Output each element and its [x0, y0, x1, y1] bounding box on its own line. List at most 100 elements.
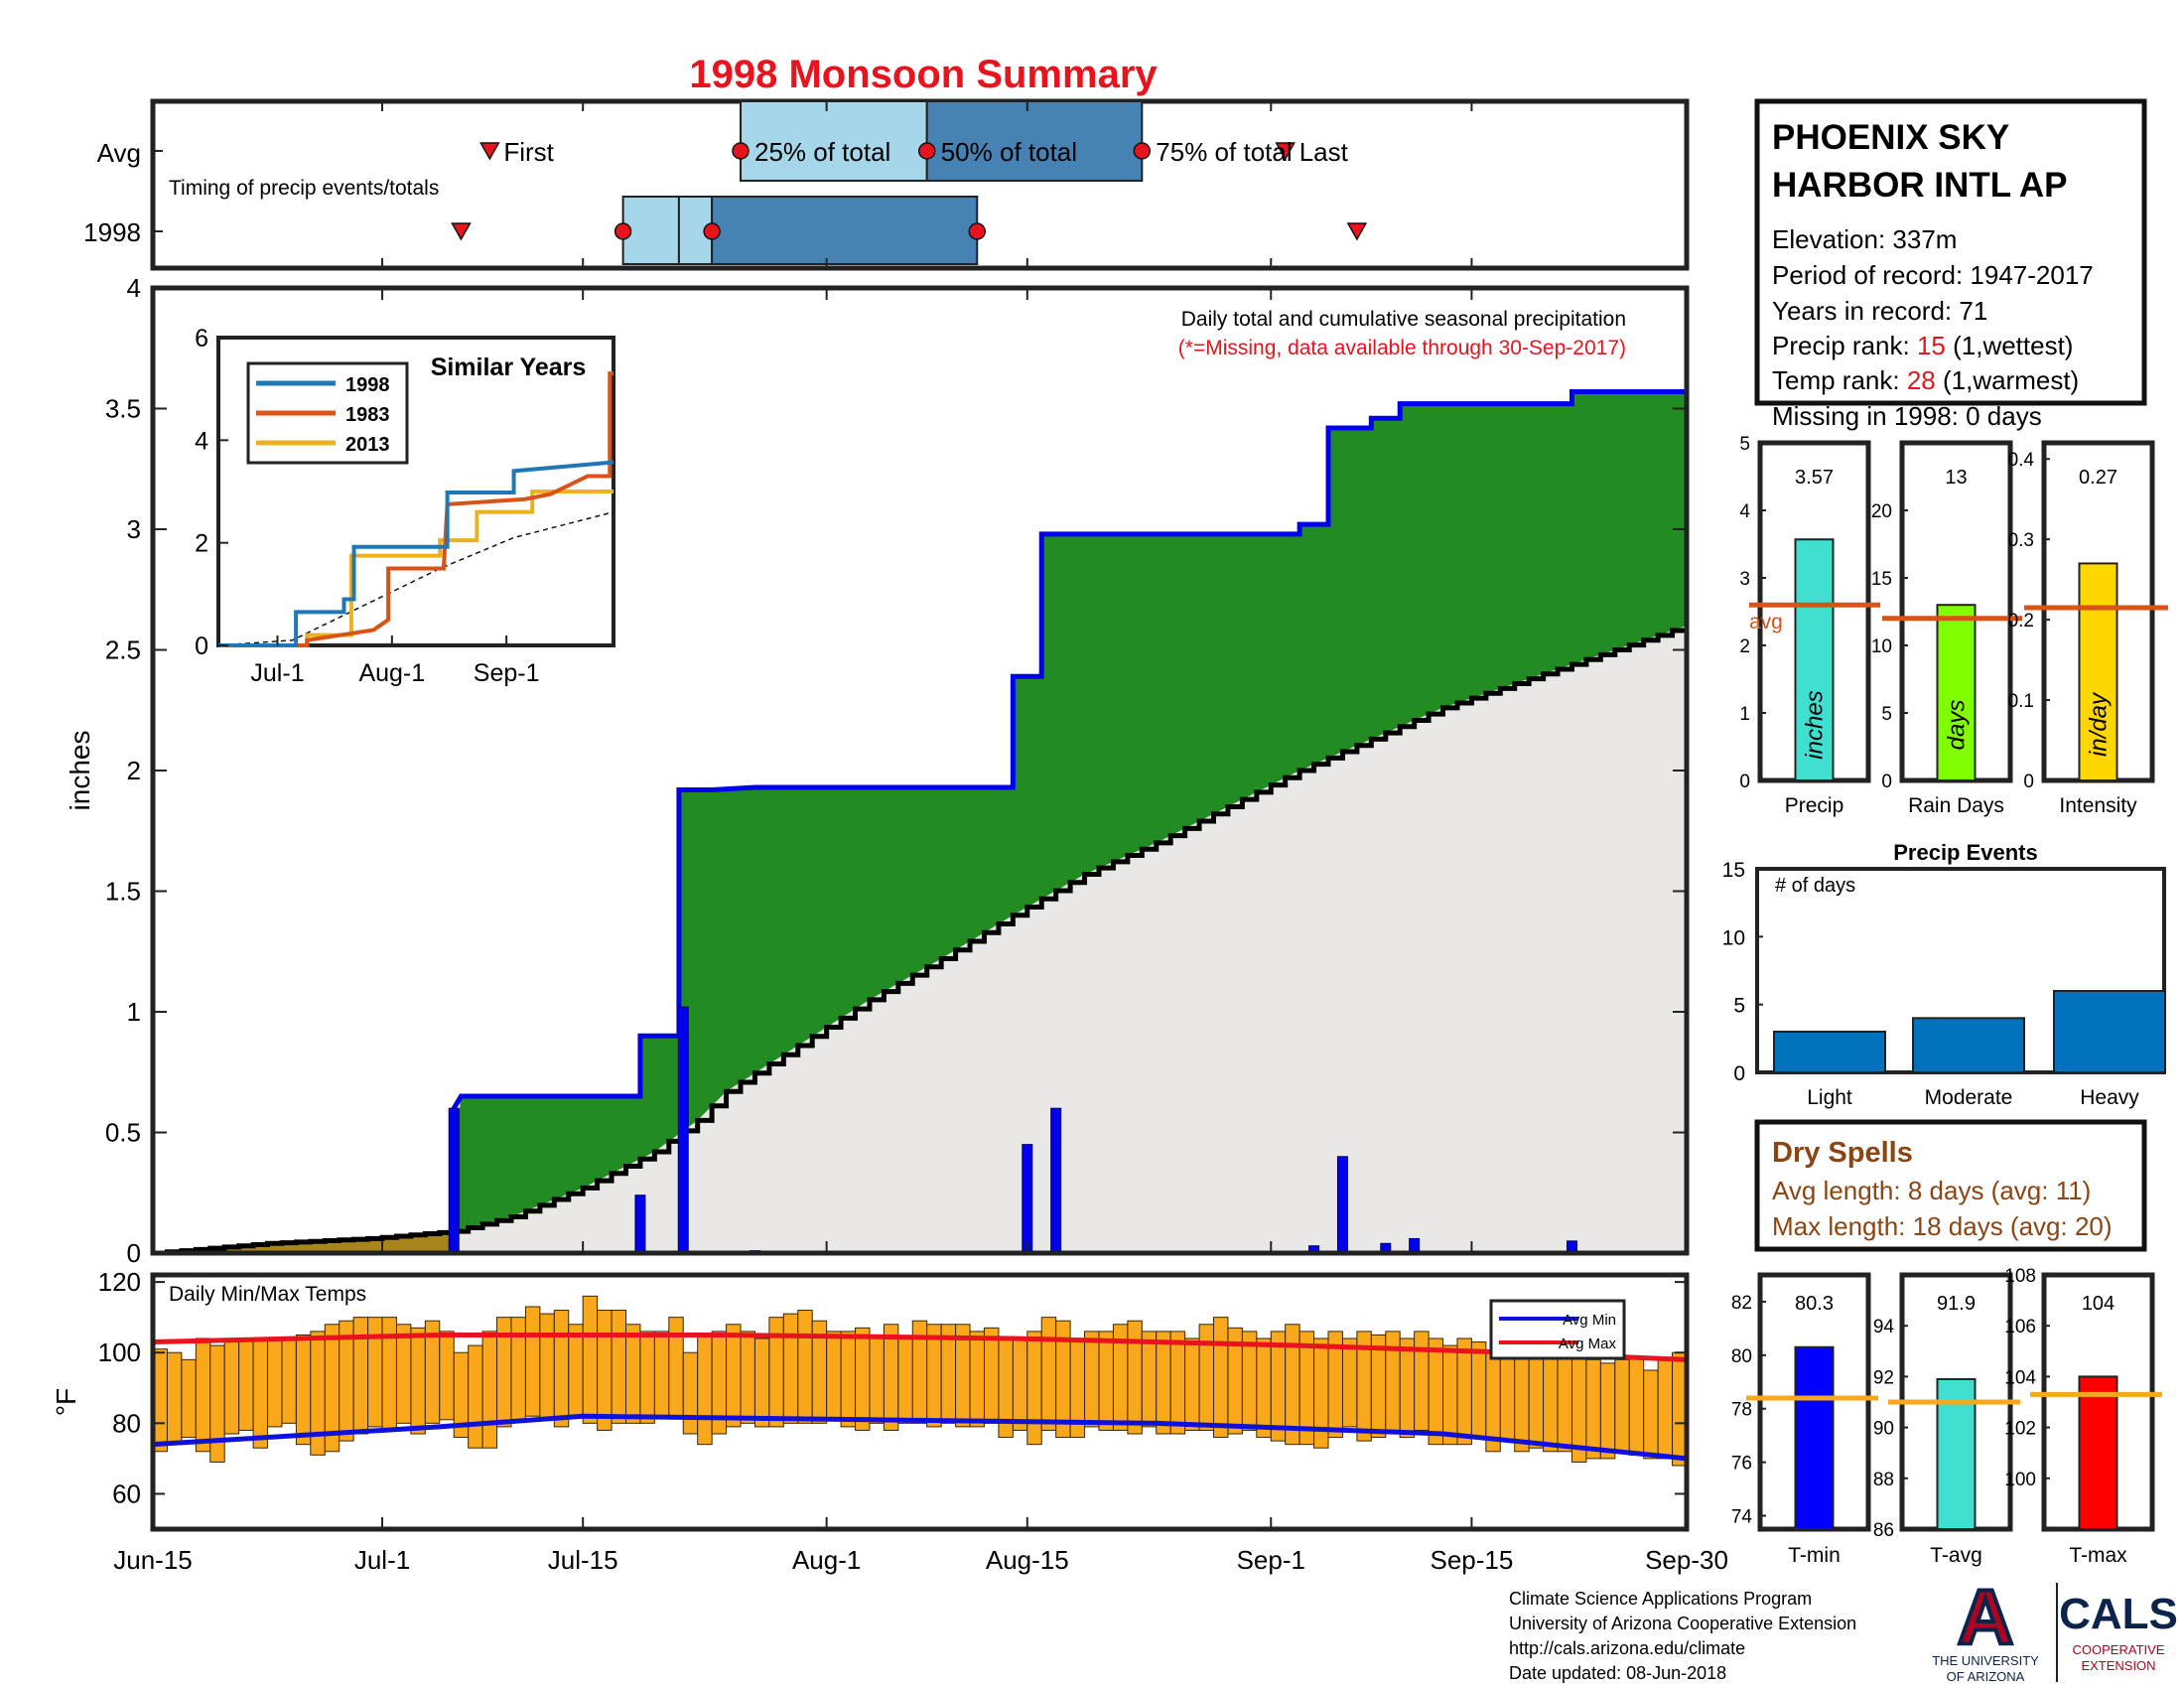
summary-ytick-label-2-4: 0.4	[2008, 450, 2035, 471]
temp-bar-32	[611, 1310, 626, 1424]
precip-summary-2: 0.27 in/day Intensity 0 0.1 0.2 0.3 0.4	[2008, 440, 2168, 817]
precip-ytick-label-0: 0	[127, 1238, 141, 1268]
footer-line2: University of Arizona Cooperative Extens…	[1509, 1614, 1856, 1633]
footer-credits: Climate Science Applications Program Uni…	[1509, 1589, 1856, 1683]
summary-ytick-label-0-3: 3	[1739, 569, 1750, 590]
events-category-0: Light	[1807, 1086, 1852, 1109]
temp-legend-box	[1489, 1299, 1626, 1360]
cals-sub-line1: COOPERATIVE	[2073, 1642, 2165, 1657]
temp-summary-bar-0	[1794, 1345, 1835, 1531]
summary-ytick-label-1-2: 10	[1871, 636, 1892, 657]
temp-y-ticks: 60 80 100 120	[98, 1267, 1687, 1508]
temp-ytick-label-2: 100	[98, 1337, 141, 1367]
precip-summary-0: 3.57 inches Precip 0 1 2 3 4 5	[1739, 434, 1880, 817]
dry-spells-avg: Avg length: 8 days (avg: 11)	[1772, 1176, 2091, 1205]
university-logo: A THE UNIVERSITY OF ARIZONA CALS COOPERA…	[1932, 1571, 2178, 1684]
temp-bar-62	[1040, 1317, 1057, 1431]
timing-note: Timing of precip events/totals	[169, 177, 439, 200]
temp-bar-8	[267, 1337, 283, 1428]
temp-bar-88	[1414, 1331, 1430, 1431]
temp-bar-22	[468, 1344, 483, 1449]
temp-bar-4	[209, 1344, 225, 1463]
avg-p25-label: 25% of total	[754, 137, 890, 167]
x-tick-label-1: Jul-1	[354, 1545, 410, 1575]
ua-block-a-icon: A	[1958, 1573, 2013, 1660]
summary-ytick-label-0-2: 2	[1739, 636, 1750, 657]
temp-bar-103	[1628, 1355, 1645, 1456]
temp-bar-71	[1169, 1331, 1186, 1435]
temp-bar-100	[1585, 1358, 1601, 1460]
x-tick-label-7: Sep-30	[1645, 1545, 1728, 1575]
avg-last-marker	[1275, 142, 1296, 161]
summary-ytick-label-1-0: 0	[1881, 772, 1892, 792]
temp-bar-1	[166, 1351, 183, 1446]
y1998-p50-marker	[703, 222, 721, 240]
temp-summary-ytick-label-1-4: 94	[1873, 1317, 1895, 1337]
timing-marks: First 25% of total 50% of total 75% of tota…	[152, 100, 1688, 268]
temp-summary-ytick-label-0-0: 74	[1731, 1507, 1753, 1528]
daily-precip-bar-4	[1022, 1144, 1033, 1254]
events-bar-2	[2053, 990, 2166, 1073]
station-missing: Missing in 1998: 0 days	[1772, 401, 2042, 431]
temp-bar-69	[1141, 1331, 1158, 1428]
events-ytick-label-1: 5	[1733, 995, 1745, 1018]
summary-ytick-label-0-1: 1	[1739, 704, 1750, 725]
avg-box-50-75	[925, 100, 1144, 182]
legend-label-avg-min: Avg Min	[1563, 1312, 1616, 1329]
temp-bar-49	[855, 1327, 871, 1431]
temp-summary-2: 104 T-max 100 102 104 106 108	[2004, 1266, 2162, 1567]
y1998-box-light	[621, 196, 680, 265]
station-info-box: PHOENIX SKY HARBOR INTL AP Elevation: 33…	[1754, 98, 2147, 431]
temp-bar-98	[1557, 1351, 1572, 1453]
temp-summary-ytick-label-0-1: 76	[1731, 1454, 1752, 1475]
temp-bar-33	[624, 1324, 641, 1424]
temp-bar-41	[740, 1331, 755, 1424]
temp-bar-42	[753, 1337, 770, 1428]
inset-ytick-label-3: 6	[195, 325, 208, 352]
temp-bar-15	[367, 1317, 383, 1428]
inset-xtick-label-2: Sep-1	[474, 659, 540, 687]
temp-bar-105	[1657, 1358, 1674, 1460]
inset-xtick-label-0: Jul-1	[250, 659, 304, 687]
temp-bar-6	[238, 1337, 254, 1431]
events-category-2: Heavy	[2080, 1086, 2139, 1109]
summary-ytick-label-1-4: 20	[1871, 501, 1892, 522]
precip-note: Daily total and cumulative seasonal prec…	[1181, 308, 1626, 331]
dry-spells-frame	[1754, 1119, 2147, 1252]
timing-panel: First 25% of total 50% of total 75% of tota…	[83, 98, 1690, 271]
timing-row-avg: Avg	[97, 138, 141, 168]
temp-bar-18	[410, 1327, 426, 1435]
temp-summary-ytick-label-0-4: 82	[1731, 1293, 1752, 1314]
station-elevation: Elevation: 337m	[1772, 224, 1957, 254]
temp-bar-31	[597, 1310, 613, 1431]
temp-ytick-label-3: 120	[98, 1267, 141, 1297]
avg-box-25-50	[740, 100, 928, 182]
temp-bar-44	[782, 1313, 799, 1424]
temp-bar-5	[223, 1337, 240, 1435]
precip-panel: 0 0.5 1 1.5 2 2.5 3 3.5 4 inches Daily total and…	[65, 273, 1690, 1268]
summary-bar-0	[1794, 538, 1835, 781]
average-cumulative-line	[153, 626, 1690, 1256]
precip-ytick-label-4: 2	[127, 756, 141, 785]
temp-bar-17	[395, 1324, 412, 1424]
temp-bar-73	[1198, 1324, 1215, 1431]
temp-bar-3	[195, 1337, 211, 1453]
summary-ytick-label-2-1: 0.1	[2008, 691, 2034, 712]
temp-bar-37	[682, 1351, 699, 1435]
legend-label-avg-max: Avg Max	[1559, 1336, 1617, 1352]
summary-value-2: 0.27	[2079, 467, 2117, 489]
temp-legend: Avg Min Avg Max	[1489, 1299, 1626, 1360]
timing-row-1998: 1998	[83, 217, 141, 247]
temp-bar-96	[1528, 1351, 1545, 1449]
station-period: Period of record: 1947-2017	[1772, 260, 2094, 290]
similar-years-inset: 0 2 4 6 Jul-1 Aug-1 Sep-1 Similar Years 1998 1…	[195, 325, 615, 687]
summary-ytick-label-1-1: 5	[1881, 704, 1892, 725]
footer-line4: Date updated: 08-Jun-2018	[1509, 1663, 1726, 1683]
temp-bar-52	[897, 1337, 913, 1424]
y1998-p75-marker	[968, 222, 987, 240]
temp-summary-1: 91.9 T-avg 86 88 90 92 94	[1873, 1272, 2020, 1567]
precip-ytick-label-6: 3	[127, 514, 141, 544]
avg-first-marker	[479, 142, 500, 161]
precip-ytick-label-7: 3.5	[105, 394, 141, 424]
summary-ytick-label-0-5: 5	[1739, 434, 1750, 455]
